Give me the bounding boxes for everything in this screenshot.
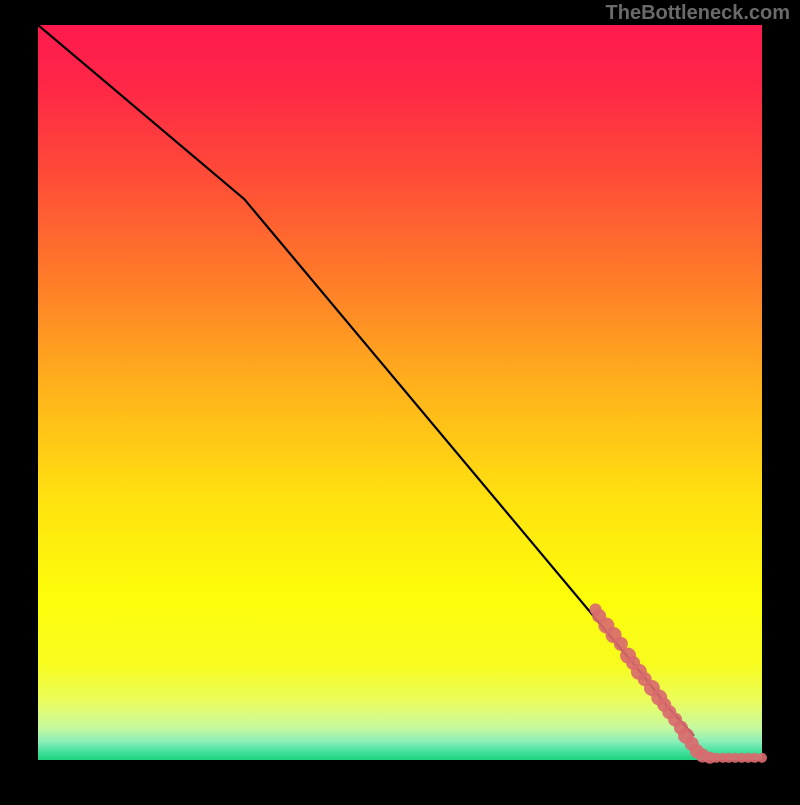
chart-svg bbox=[0, 0, 800, 800]
gradient-background bbox=[38, 25, 762, 760]
chart-container: TheBottleneck.com bbox=[0, 0, 800, 800]
watermark-text: TheBottleneck.com bbox=[606, 2, 790, 25]
data-point bbox=[757, 753, 767, 763]
